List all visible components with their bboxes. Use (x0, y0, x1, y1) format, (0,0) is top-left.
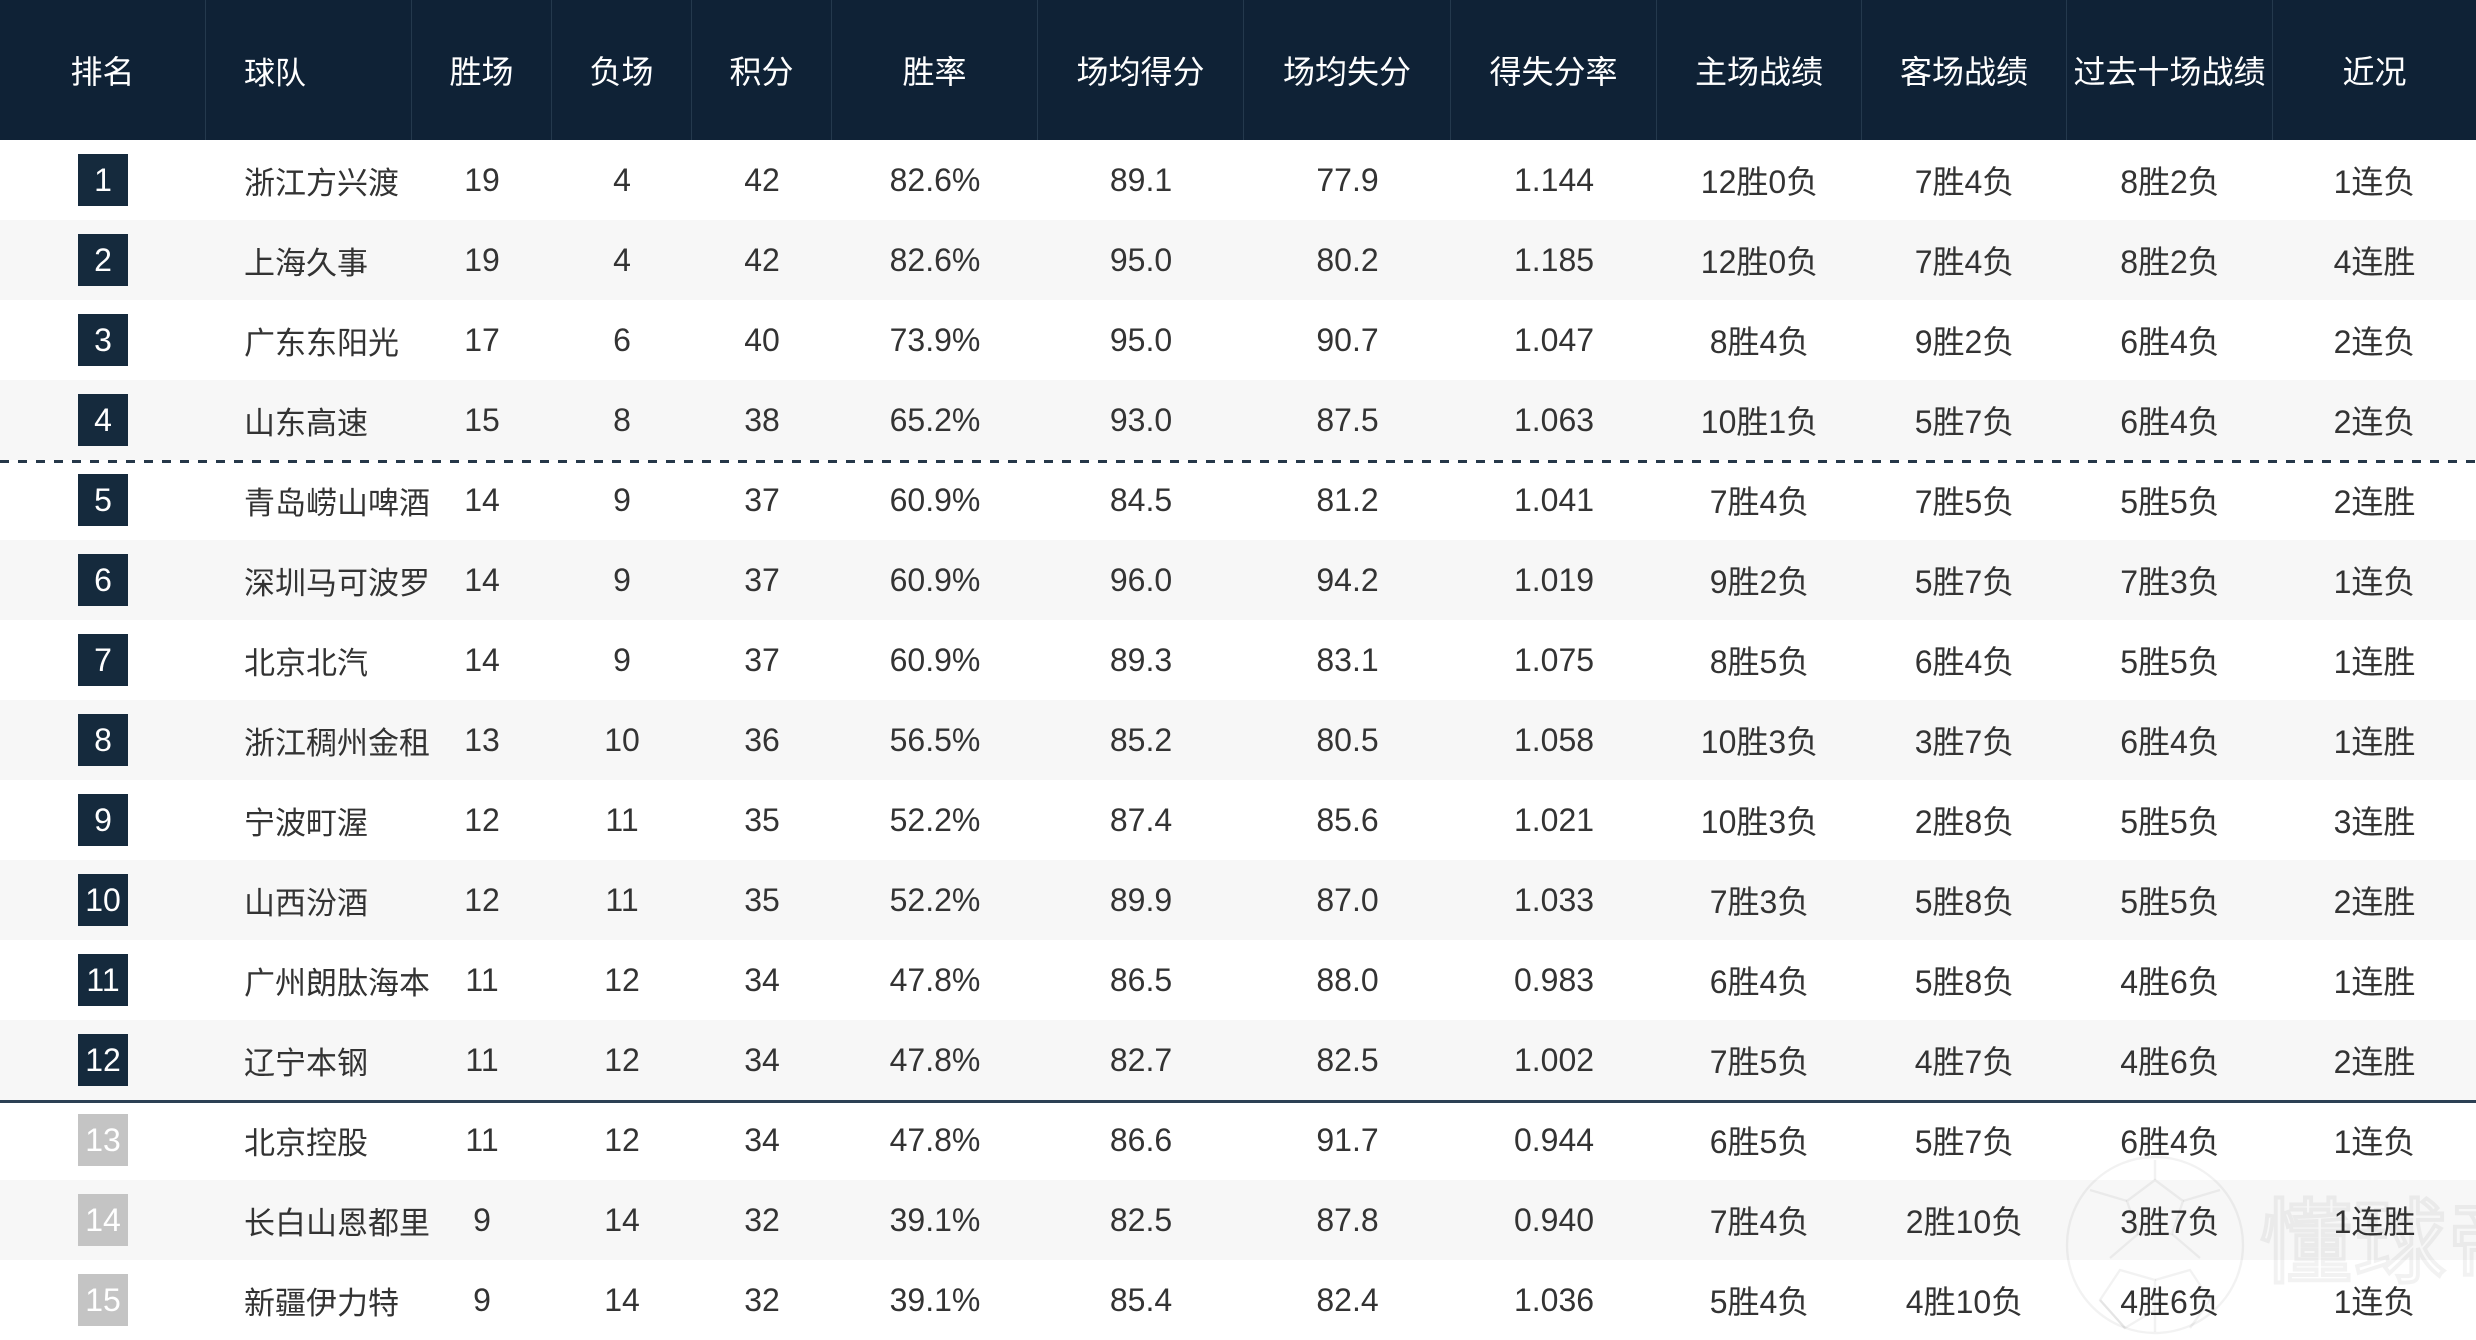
svg-text:懂球帝: 懂球帝 (2260, 1193, 2476, 1295)
